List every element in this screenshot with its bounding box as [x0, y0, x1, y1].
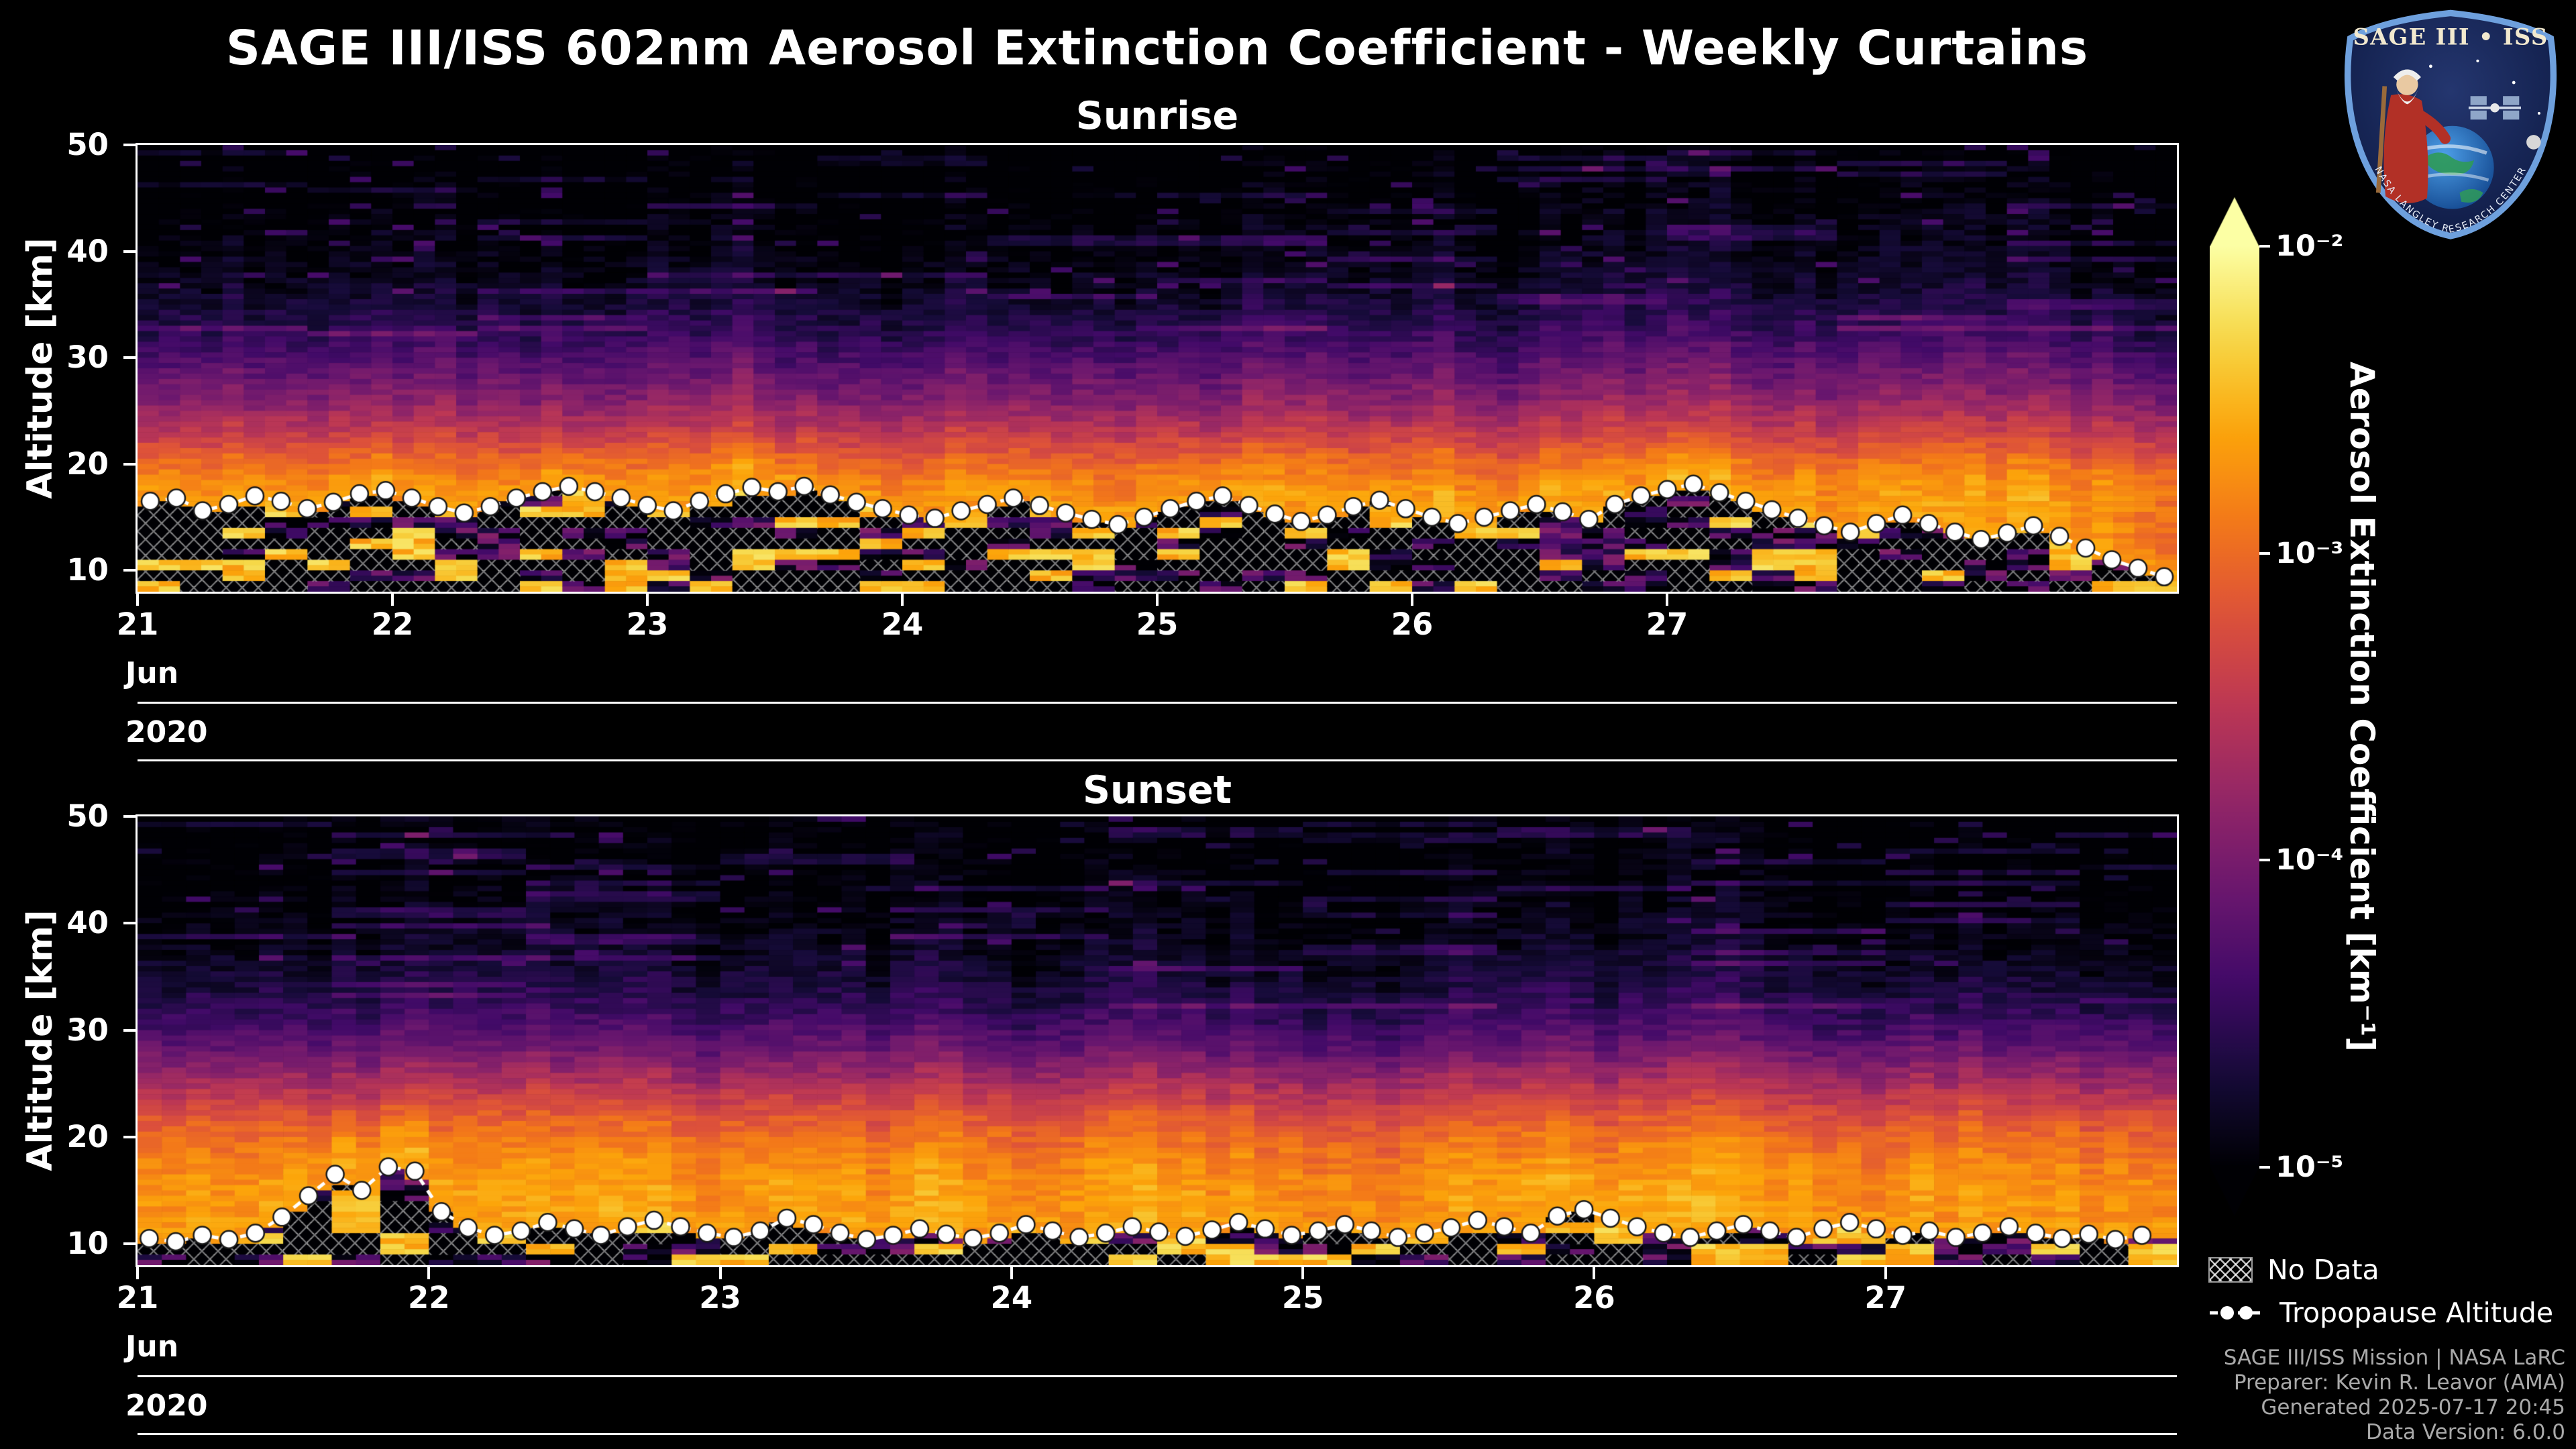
colorbar	[2210, 197, 2259, 1216]
x-tick-label: 27	[1864, 1280, 1907, 1316]
legend-item-no-data: No Data	[2208, 1254, 2379, 1286]
x-axis-month-label: Jun	[125, 656, 179, 690]
y-tick-label: 40	[66, 905, 109, 941]
credits-footer: SAGE III/ISS Mission | NASA LaRC Prepare…	[2224, 1346, 2565, 1445]
y-tick-mark	[123, 1242, 136, 1246]
x-tick-label: 24	[881, 606, 924, 642]
sunset-panel-title: Sunset	[1082, 768, 1232, 812]
date-axis-separator	[138, 1375, 2177, 1377]
colorbar-tick-label: 10⁻²	[2275, 229, 2344, 263]
colorbar-tick-mark	[2259, 245, 2270, 248]
x-tick-label: 23	[626, 606, 669, 642]
sage-iii-iss-mission-patch-logo: SAGE III • ISS	[2344, 9, 2557, 239]
colorbar-tick-label: 10⁻⁵	[2275, 1150, 2344, 1184]
x-tick-mark	[1010, 1267, 1013, 1279]
footer-data-version: Data Version: 6.0.0	[2365, 1420, 2565, 1444]
sunrise-panel-title: Sunrise	[1075, 94, 1239, 138]
x-axis-year-label: 2020	[125, 1389, 208, 1423]
date-axis-separator	[138, 1433, 2177, 1435]
y-tick-mark	[123, 1028, 136, 1032]
y-tick-label: 20	[66, 1118, 109, 1155]
sunset-heatmap-canvas	[138, 816, 2177, 1265]
x-tick-label: 24	[990, 1280, 1033, 1316]
colorbar-tick-label: 10⁻⁴	[2275, 843, 2344, 877]
x-tick-mark	[1593, 1267, 1596, 1279]
x-tick-label: 27	[1646, 606, 1688, 642]
sunrise-heatmap-canvas	[138, 145, 2177, 592]
figure-title: SAGE III/ISS 602nm Aerosol Extinction Co…	[225, 20, 2089, 76]
tropopause-line-icon	[2210, 1306, 2263, 1320]
no-data-hatch-icon	[2208, 1257, 2253, 1283]
y-tick-mark	[123, 462, 136, 466]
footer-generated: Generated 2025-07-17 20:45	[2261, 1395, 2565, 1419]
x-tick-mark	[901, 594, 904, 606]
x-tick-mark	[646, 594, 649, 606]
x-axis-year-label: 2020	[125, 715, 208, 749]
x-tick-mark	[136, 1267, 139, 1279]
y-tick-mark	[123, 144, 136, 146]
moon-illustration	[2526, 135, 2541, 150]
x-tick-label: 25	[1136, 606, 1179, 642]
colorbar-tick-mark	[2259, 551, 2270, 555]
y-tick-label: 50	[66, 127, 109, 162]
x-tick-label: 21	[116, 606, 159, 642]
patch-title-text: SAGE III • ISS	[2353, 23, 2548, 50]
earth-illustration	[2410, 125, 2494, 209]
sage-figure-illustration	[2375, 69, 2451, 203]
x-tick-label: 22	[371, 606, 414, 642]
legend-tropopause-label: Tropopause Altitude	[2279, 1297, 2554, 1329]
y-tick-mark	[123, 815, 136, 818]
y-tick-label: 10	[66, 1226, 109, 1262]
colorbar-tick-mark	[2259, 1166, 2270, 1169]
colorbar-axis-label: Aerosol Extinction Coefficient [km⁻¹]	[2343, 361, 2381, 1052]
y-tick-mark	[123, 569, 136, 572]
colorbar-tick-mark	[2259, 859, 2270, 862]
y-tick-label: 30	[66, 1012, 109, 1048]
y-tick-mark	[123, 1135, 136, 1138]
x-tick-mark	[427, 1267, 431, 1279]
y-tick-label: 20	[66, 445, 109, 482]
x-tick-mark	[1411, 594, 1413, 606]
x-tick-label: 26	[1573, 1280, 1615, 1316]
x-tick-mark	[1884, 1267, 1887, 1279]
x-tick-mark	[136, 594, 139, 606]
x-tick-mark	[1156, 594, 1159, 606]
x-tick-label: 21	[116, 1280, 159, 1316]
footer-preparer: Preparer: Kevin R. Leavor (AMA)	[2233, 1371, 2565, 1395]
x-tick-label: 23	[699, 1280, 741, 1316]
y-tick-label: 50	[66, 798, 109, 834]
colorbar-tick-label: 10⁻³	[2275, 536, 2344, 570]
x-tick-mark	[391, 594, 394, 606]
legend-item-tropopause: Tropopause Altitude	[2208, 1297, 2553, 1329]
x-tick-mark	[1301, 1267, 1305, 1279]
y-tick-label: 40	[66, 233, 109, 269]
y-tick-mark	[123, 922, 136, 925]
legend-no-data-label: No Data	[2267, 1254, 2379, 1286]
date-axis-separator	[138, 702, 2177, 704]
x-tick-label: 26	[1391, 606, 1434, 642]
iss-illustration	[2468, 96, 2521, 120]
y-tick-label: 10	[66, 552, 109, 588]
y-tick-mark	[123, 356, 136, 360]
y-tick-label: 30	[66, 339, 109, 376]
x-tick-label: 25	[1281, 1280, 1324, 1316]
footer-mission: SAGE III/ISS Mission | NASA LaRC	[2223, 1346, 2565, 1370]
x-tick-mark	[718, 1267, 722, 1279]
x-tick-label: 22	[407, 1280, 450, 1316]
x-tick-mark	[1666, 594, 1668, 606]
x-axis-month-label: Jun	[125, 1330, 179, 1364]
y-tick-mark	[123, 250, 136, 253]
date-axis-separator	[138, 759, 2177, 761]
